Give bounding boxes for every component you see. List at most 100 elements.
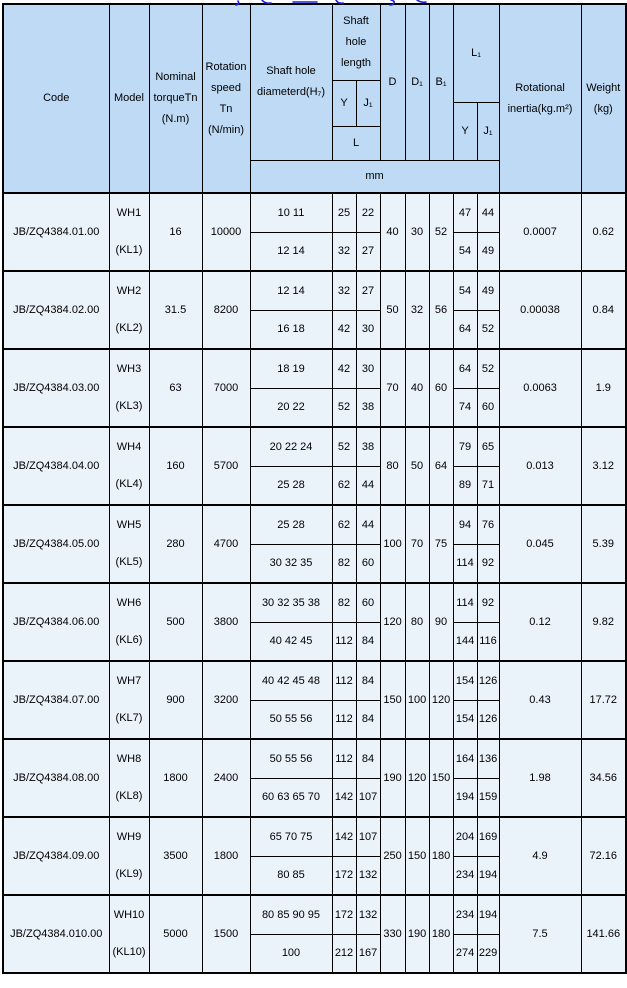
speed-cell: 4700 xyxy=(201,504,251,584)
model-cell: WH10 (KL10) xyxy=(108,894,150,974)
code-cell: JB/ZQ4384.05.00 xyxy=(2,504,110,584)
shaft-y-cell: 82 xyxy=(331,582,357,623)
model-alt-label: (KL2) xyxy=(115,322,143,334)
l1-y-cell: 64 xyxy=(452,348,478,389)
model-label: WH9 xyxy=(116,831,142,843)
l1-y-cell: 274 xyxy=(452,933,478,974)
code-cell: JB/ZQ4384.010.00 xyxy=(2,894,110,974)
l1-y-cell: 234 xyxy=(452,894,478,935)
l1-y-cell: 79 xyxy=(452,426,478,467)
d1-cell: 80 xyxy=(404,582,430,662)
weight-cell: 0.62 xyxy=(580,192,627,272)
header-speed: Rotation speed Tn (N/min) xyxy=(201,3,251,194)
header-y: Y xyxy=(331,79,357,127)
shaft-y-cell: 142 xyxy=(331,816,357,857)
shaft-j1-cell: 84 xyxy=(355,660,381,701)
code-cell: JB/ZQ4384.07.00 xyxy=(2,660,110,740)
b1-cell: 52 xyxy=(428,192,454,272)
table-sub-row: 100 212 167 274 229 xyxy=(3,933,626,974)
weight-cell: 72.16 xyxy=(580,816,627,896)
b1-cell: 60 xyxy=(428,348,454,428)
d1-cell: 30 xyxy=(404,192,430,272)
table-sub-row: 50 55 56 112 84 154 126 xyxy=(3,699,626,740)
d1-cell: 40 xyxy=(404,348,430,428)
l1-y-cell: 54 xyxy=(452,231,478,272)
shaft-y-cell: 52 xyxy=(331,426,357,467)
inertia-cell: 0.0063 xyxy=(498,348,582,428)
d-cell: 120 xyxy=(379,582,406,662)
speed-cell: 3800 xyxy=(201,582,251,662)
shaft-y-cell: 32 xyxy=(331,270,357,311)
shaft-j1-cell: 27 xyxy=(355,270,381,311)
inertia-cell: 0.00038 xyxy=(498,270,582,350)
model-alt-label: (KL5) xyxy=(115,556,143,568)
model-alt-label: (KL6) xyxy=(115,634,143,646)
code-cell: JB/ZQ4384.01.00 xyxy=(2,192,110,272)
header-torque: Nominal torqueTn (N.m) xyxy=(148,3,203,194)
shaft-y-cell: 172 xyxy=(331,855,357,896)
shaft-dia-cell: 20 22 24 xyxy=(249,426,333,467)
l1-j1-cell: 52 xyxy=(476,309,500,350)
weight-cell: 34.56 xyxy=(580,738,627,818)
model-alt-label: (KL7) xyxy=(115,712,143,724)
header-l1: L₁ xyxy=(452,3,500,103)
d-cell: 330 xyxy=(379,894,406,974)
table-sub-row: 20 22 52 38 74 60 xyxy=(3,387,626,428)
inertia-cell: 0.013 xyxy=(498,426,582,506)
d1-cell: 150 xyxy=(404,816,430,896)
shaft-y-cell: 172 xyxy=(331,894,357,935)
speed-cell: 7000 xyxy=(201,348,251,428)
torque-cell: 5000 xyxy=(148,894,203,974)
table-sub-row: 30 32 35 82 60 114 92 xyxy=(3,543,626,584)
header-d: D xyxy=(379,3,406,161)
l1-j1-cell: 229 xyxy=(476,933,500,974)
shaft-j1-cell: 167 xyxy=(355,933,381,974)
l1-y-cell: 204 xyxy=(452,816,478,857)
shaft-j1-cell: 60 xyxy=(355,543,381,584)
shaft-y-cell: 42 xyxy=(331,309,357,350)
weight-cell: 141.66 xyxy=(580,894,627,974)
shaft-j1-cell: 60 xyxy=(355,582,381,623)
shaft-j1-cell: 22 xyxy=(355,192,381,233)
shaft-y-cell: 112 xyxy=(331,738,357,779)
torque-cell: 500 xyxy=(148,582,203,662)
l1-j1-cell: 126 xyxy=(476,660,500,701)
l1-y-cell: 194 xyxy=(452,777,478,818)
header-code: Code xyxy=(2,3,110,194)
d1-cell: 100 xyxy=(404,660,430,740)
d1-cell: 120 xyxy=(404,738,430,818)
header-l1-j1: J₁ xyxy=(476,101,500,161)
model-label: WH8 xyxy=(116,753,142,765)
header-j1: J₁ xyxy=(355,79,381,127)
shaft-y-cell: 112 xyxy=(331,621,357,662)
model-cell: WH1 (KL1) xyxy=(108,192,150,272)
weight-cell: 1.9 xyxy=(580,348,627,428)
shaft-j1-cell: 38 xyxy=(355,426,381,467)
l1-j1-cell: 136 xyxy=(476,738,500,779)
model-cell: WH3 (KL3) xyxy=(108,348,150,428)
model-alt-label: (KL4) xyxy=(115,478,143,490)
l1-y-cell: 114 xyxy=(452,543,478,584)
shaft-dia-cell: 50 55 56 xyxy=(249,699,333,740)
torque-cell: 280 xyxy=(148,504,203,584)
shaft-j1-cell: 44 xyxy=(355,504,381,545)
l1-y-cell: 94 xyxy=(452,504,478,545)
l1-j1-cell: 60 xyxy=(476,387,500,428)
code-cell: JB/ZQ4384.02.00 xyxy=(2,270,110,350)
shaft-dia-cell: 100 xyxy=(249,933,333,974)
shaft-dia-cell: 20 22 xyxy=(249,387,333,428)
model-label: WH3 xyxy=(116,363,142,375)
l1-j1-cell: 76 xyxy=(476,504,500,545)
weight-cell: 9.82 xyxy=(580,582,627,662)
shaft-dia-cell: 18 19 xyxy=(249,348,333,389)
shaft-j1-cell: 132 xyxy=(355,855,381,896)
speed-cell: 5700 xyxy=(201,426,251,506)
shaft-dia-cell: 16 18 xyxy=(249,309,333,350)
table-row: JB/ZQ4384.02.00 WH2 (KL2) 31.5 8200 12 14 32 27… xyxy=(2,270,627,350)
table-header: Code Model Nominal torqueTn (N.m) Rotati… xyxy=(2,3,627,194)
header-l: L xyxy=(331,125,381,161)
header-b1: B₁ xyxy=(428,3,454,161)
l1-j1-cell: 65 xyxy=(476,426,500,467)
shaft-dia-cell: 80 85 xyxy=(249,855,333,896)
